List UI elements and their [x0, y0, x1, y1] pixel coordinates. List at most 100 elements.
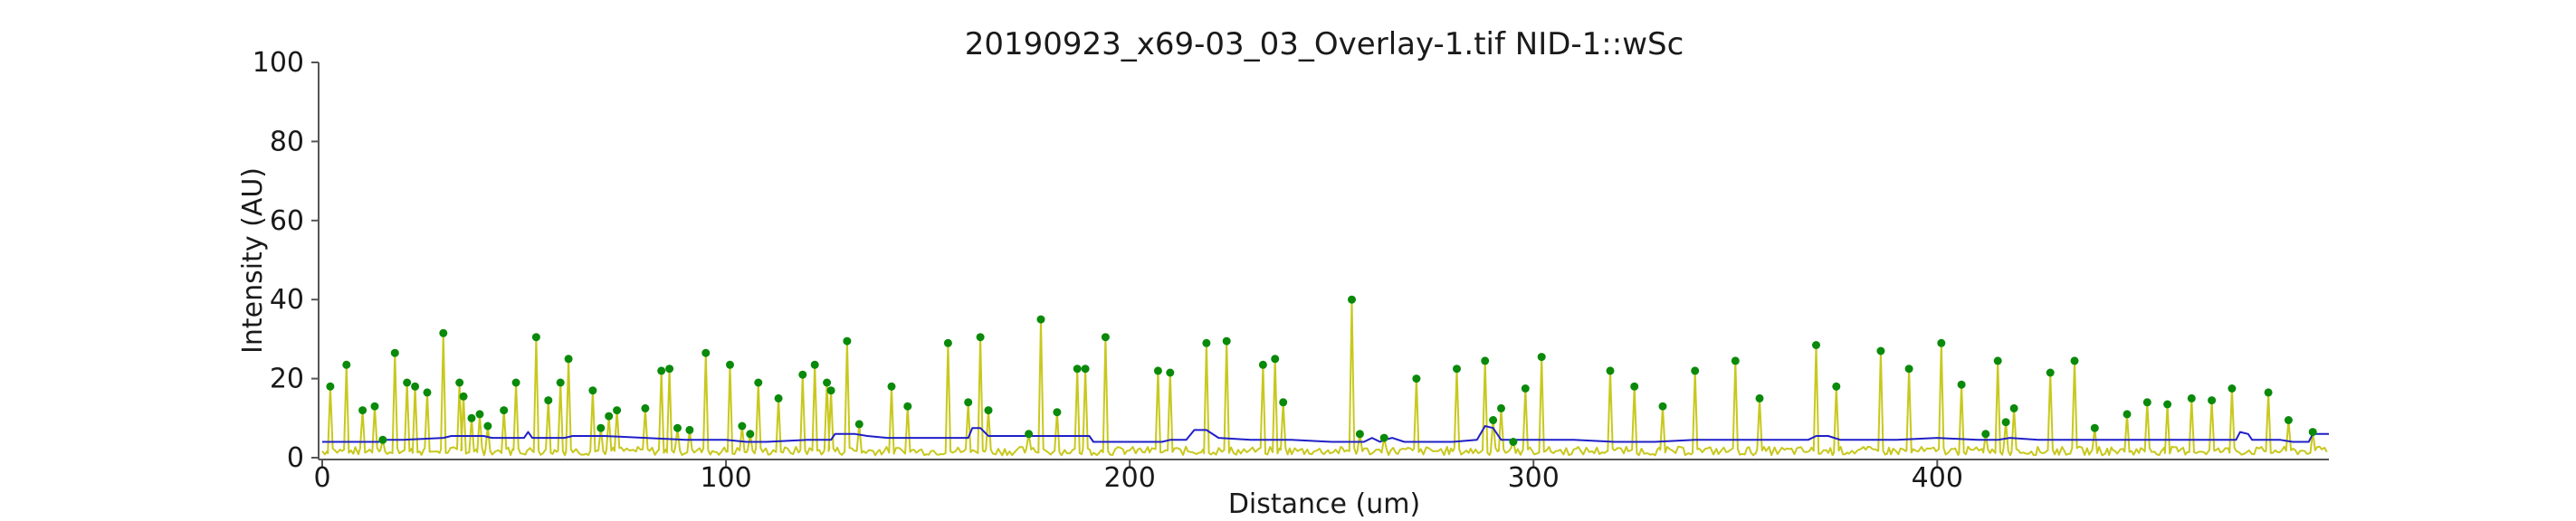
peak-marker-18: [544, 396, 553, 405]
peak-marker-19: [556, 378, 565, 387]
peak-marker-69: [1509, 438, 1518, 446]
peak-marker-52: [1081, 365, 1090, 374]
peak-marker-28: [673, 423, 682, 432]
peak-marker-83: [1957, 380, 1966, 389]
peak-marker-91: [2123, 410, 2132, 419]
peak-marker-65: [1453, 365, 1461, 374]
peak-marker-74: [1658, 402, 1667, 411]
peak-marker-53: [1101, 333, 1110, 342]
peak-markers: [326, 295, 2317, 446]
peak-marker-26: [657, 366, 666, 375]
peak-marker-96: [2228, 384, 2237, 393]
x-tick-label-0: 0: [313, 462, 330, 494]
peak-marker-34: [754, 378, 763, 387]
peak-marker-25: [641, 403, 650, 412]
peak-marker-38: [823, 378, 832, 387]
peak-marker-72: [1606, 366, 1615, 375]
peak-marker-27: [665, 365, 674, 374]
peak-marker-37: [810, 360, 819, 369]
peak-marker-98: [2284, 416, 2293, 424]
peak-marker-61: [1348, 295, 1356, 304]
plot-area: [321, 295, 2329, 457]
peak-marker-12: [467, 413, 476, 422]
peak-marker-36: [798, 370, 807, 379]
peak-marker-15: [500, 406, 509, 415]
peak-marker-11: [459, 392, 468, 401]
x-tick-label-300: 300: [1508, 462, 1560, 494]
peak-marker-70: [1521, 384, 1530, 393]
peak-marker-3: [370, 402, 379, 411]
peak-marker-23: [605, 412, 614, 421]
y-axis-ticks: 0 20 40 60 80 100: [253, 47, 319, 474]
peak-marker-63: [1379, 433, 1388, 442]
peak-marker-4: [378, 435, 387, 444]
peak-marker-92: [2142, 398, 2151, 407]
peak-marker-57: [1222, 336, 1231, 346]
peak-marker-20: [564, 355, 573, 364]
peak-marker-22: [596, 423, 606, 432]
peak-marker-32: [738, 422, 747, 431]
peak-marker-89: [2070, 356, 2079, 365]
peak-marker-88: [2046, 368, 2055, 377]
peak-marker-75: [1691, 366, 1700, 375]
peak-marker-50: [1053, 408, 1062, 417]
peak-marker-33: [746, 430, 755, 439]
peak-marker-9: [439, 328, 448, 337]
y-tick-label-80: 80: [270, 126, 304, 157]
peak-marker-85: [1993, 356, 2002, 365]
peak-marker-51: [1073, 365, 1082, 374]
peak-marker-21: [588, 386, 597, 395]
peak-marker-8: [423, 388, 432, 397]
peak-marker-54: [1153, 366, 1162, 375]
y-tick-label-20: 20: [270, 364, 304, 395]
peak-marker-93: [2163, 400, 2172, 409]
y-tick-label-60: 60: [270, 205, 304, 237]
peak-marker-56: [1202, 338, 1211, 347]
peak-marker-30: [701, 348, 711, 357]
peak-marker-81: [1904, 365, 1913, 374]
y-tick-label-100: 100: [253, 47, 304, 79]
peak-marker-55: [1166, 368, 1175, 377]
x-tick-label-400: 400: [1912, 462, 1963, 494]
peak-marker-47: [984, 406, 993, 415]
peak-marker-10: [455, 378, 464, 387]
x-tick-label-100: 100: [700, 462, 751, 494]
peak-marker-58: [1258, 360, 1267, 369]
y-tick-label-40: 40: [270, 284, 304, 316]
intensity-series-line: [321, 298, 2328, 457]
x-tick-label-200: 200: [1104, 462, 1156, 494]
peak-marker-2: [358, 406, 367, 415]
peak-marker-31: [726, 360, 734, 369]
peak-marker-97: [2264, 388, 2273, 397]
peak-marker-41: [854, 420, 863, 429]
peak-marker-17: [531, 333, 540, 342]
peak-marker-0: [326, 382, 335, 391]
peak-marker-46: [976, 333, 985, 342]
peak-marker-49: [1036, 315, 1045, 324]
peak-marker-40: [843, 336, 852, 346]
peak-marker-68: [1497, 403, 1505, 412]
peak-marker-90: [2090, 423, 2099, 432]
y-tick-label-0: 0: [287, 442, 304, 474]
peak-marker-80: [1876, 346, 1885, 355]
peak-marker-43: [903, 402, 912, 411]
peak-marker-39: [826, 386, 835, 395]
peak-marker-84: [1981, 430, 1990, 439]
peak-marker-64: [1412, 374, 1421, 384]
peak-marker-79: [1832, 382, 1841, 391]
peak-marker-78: [1812, 341, 1820, 349]
peak-marker-29: [685, 425, 694, 434]
peak-marker-5: [390, 348, 399, 357]
peak-marker-76: [1731, 356, 1740, 365]
peak-marker-77: [1755, 393, 1764, 403]
peak-marker-6: [403, 378, 412, 387]
y-axis-label: Intensity (AU): [237, 167, 269, 354]
peak-marker-13: [475, 410, 484, 419]
peak-marker-66: [1481, 356, 1490, 365]
baseline-series-line: [322, 425, 2329, 443]
peak-marker-67: [1489, 416, 1498, 424]
peak-marker-1: [342, 360, 351, 369]
peak-marker-42: [887, 382, 896, 391]
peak-marker-7: [411, 382, 420, 391]
